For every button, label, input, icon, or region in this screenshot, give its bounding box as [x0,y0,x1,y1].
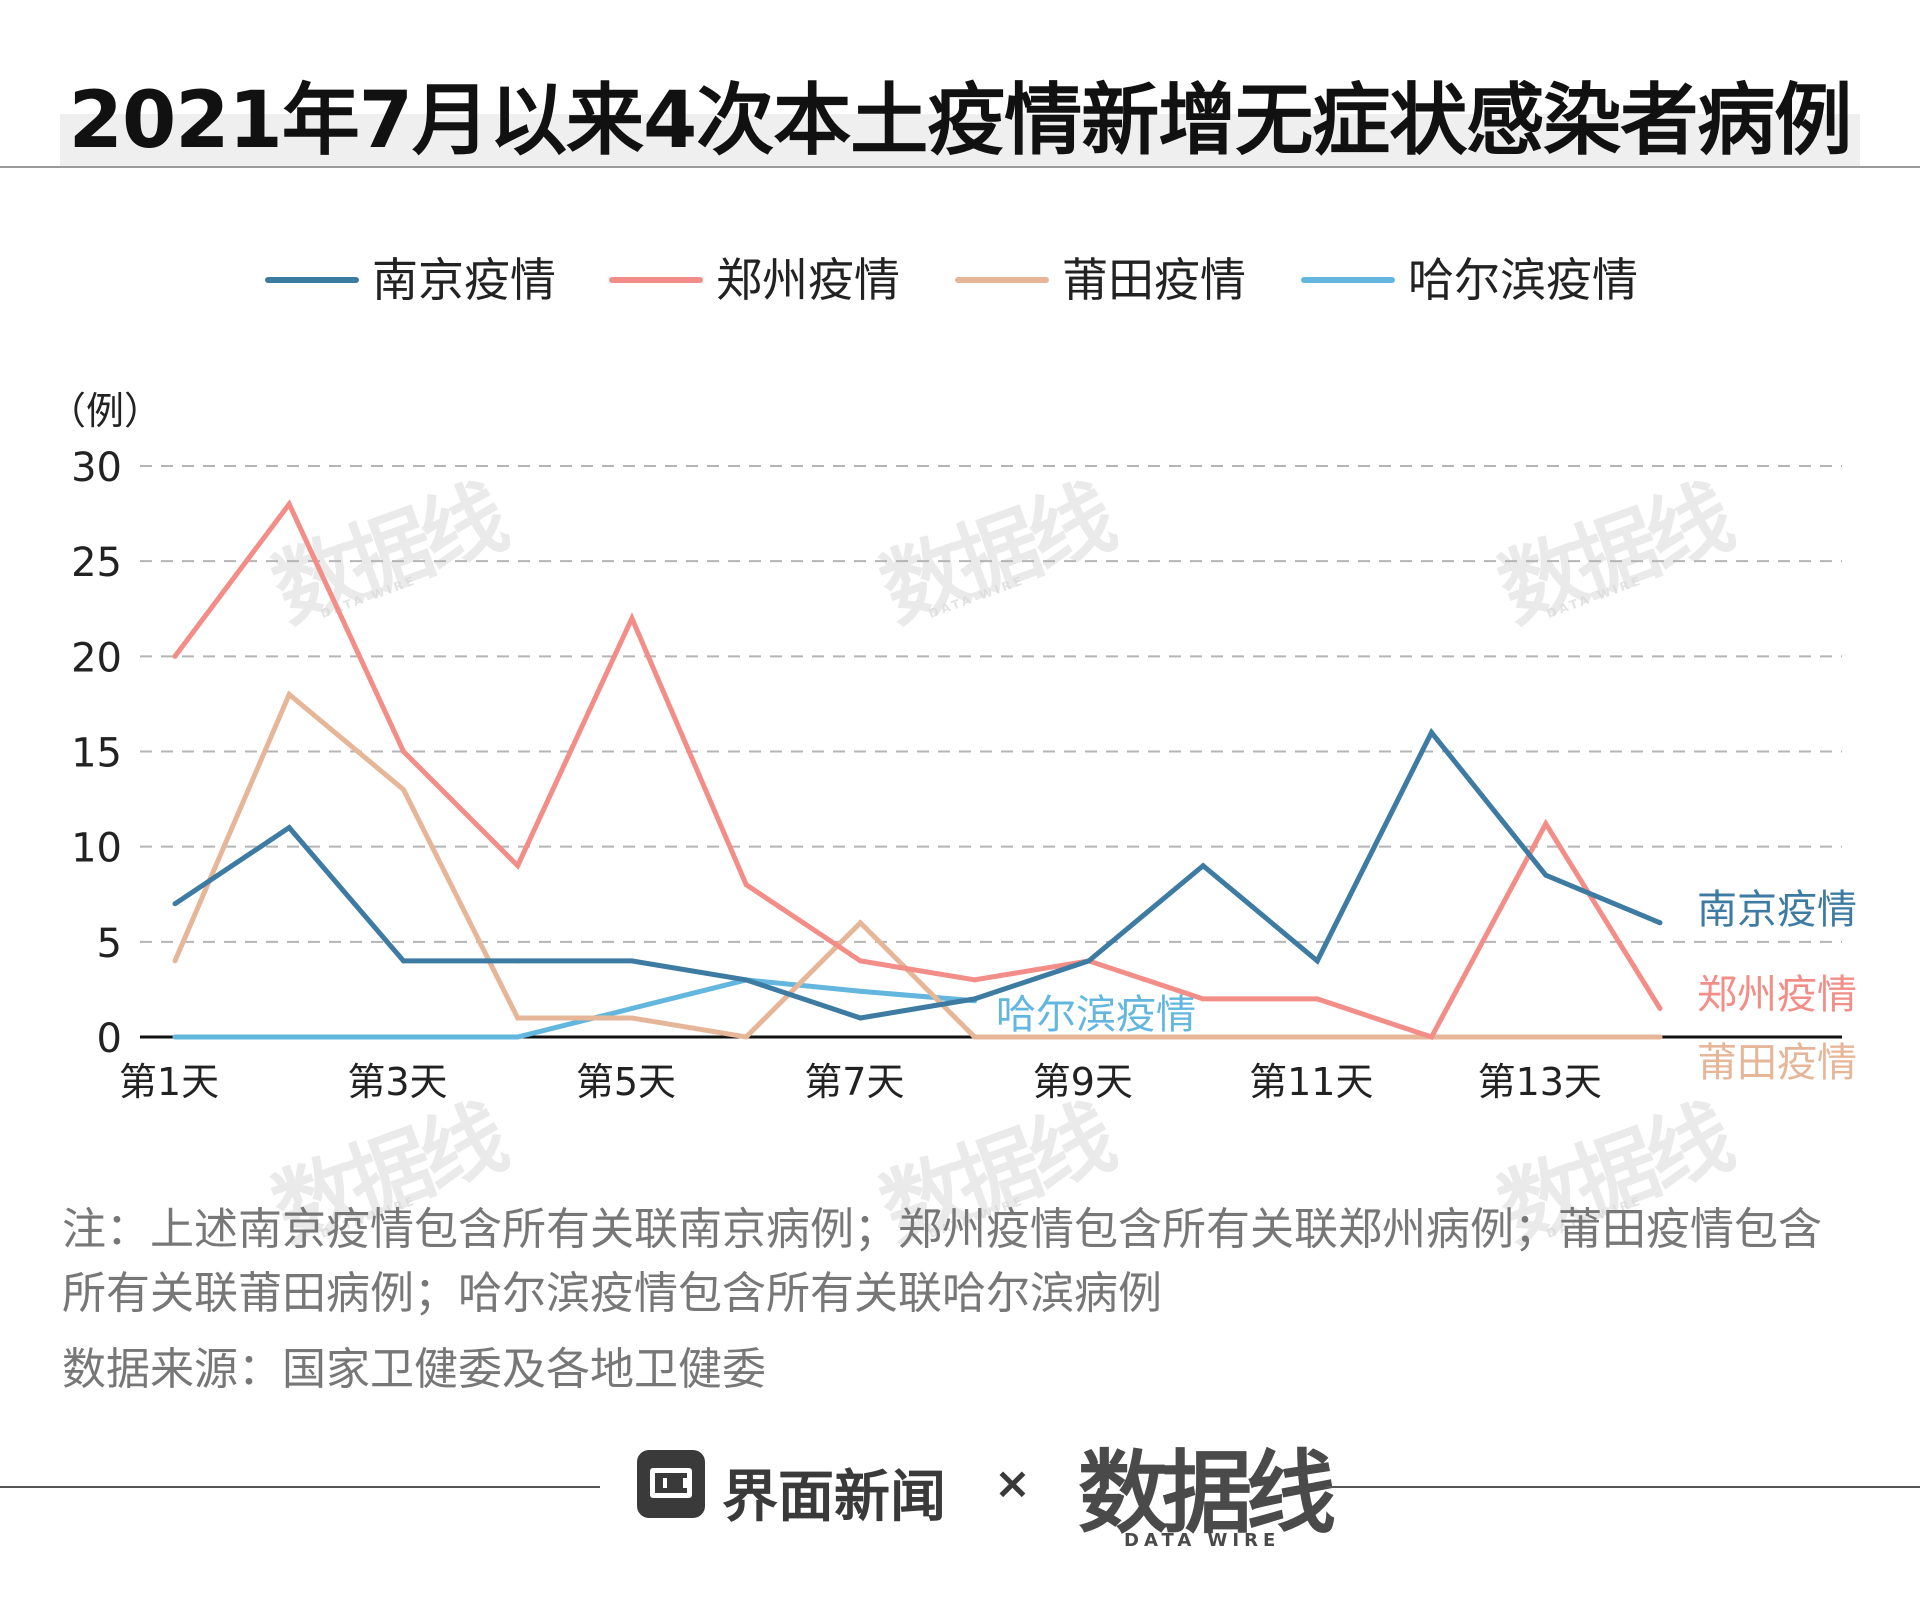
data-point [515,1034,521,1040]
title-band [60,114,1860,166]
y-tick-label: 20 [71,635,122,681]
x-tick-label: 第7天 [804,1060,904,1104]
series-line [173,499,1663,1041]
data-point [515,1015,521,1021]
data-point [1200,1034,1206,1040]
data-point [1543,821,1549,827]
data-point [857,958,863,964]
data-point [743,882,749,888]
chart-title: 2021年7月以来4次本土疫情新增无症状感染者病例 [68,76,1853,166]
data-point [1200,863,1206,869]
y-tick-label: 0 [97,1016,122,1062]
y-tick-label: 25 [71,540,122,586]
data-point [857,1015,863,1021]
x-tick-label: 第1天 [119,1060,219,1104]
chart-source: 数据来源：国家卫健委及各地卫健委 [62,1344,766,1395]
series-end-label: 南京疫情 [1697,887,1857,933]
collab-times: × [994,1458,1031,1509]
legend-label: 莆田疫情 [1062,253,1246,307]
series-end-label: 莆田疫情 [1697,1040,1857,1086]
series-line [173,727,1661,1021]
data-point [629,958,635,964]
data-point [172,1034,178,1040]
data-point [1200,996,1206,1002]
data-point [172,901,178,907]
data-point [629,615,635,621]
data-point [286,1034,292,1040]
jiemian-logo-icon [637,1450,705,1518]
legend-label: 南京疫情 [372,253,556,307]
data-point [857,920,863,926]
series-end-label: 哈尔滨疫情 [996,992,1196,1038]
data-point [743,977,749,983]
data-point [629,1005,635,1011]
series-line [175,977,975,1040]
legend-label: 哈尔滨疫情 [1408,253,1638,307]
x-tick-label: 第9天 [1033,1060,1133,1104]
data-point [286,691,292,697]
data-point [629,1015,635,1021]
y-axis-label: （例） [48,389,162,433]
footer-divider-left [0,1486,600,1488]
datawire-logo: 数据线 [1078,1441,1336,1546]
title-rule [0,166,1920,168]
x-tick-label: 第13天 [1478,1060,1602,1104]
data-point [857,988,863,994]
data-point [972,996,978,1002]
chart-note: 注：上述南京疫情包含所有关联南京病例；郑州疫情包含所有关联郑州病例；莆田疫情包含… [62,1204,1822,1319]
data-point [400,1034,406,1040]
y-tick-label: 5 [97,921,122,967]
data-point [400,958,406,964]
data-point [1086,958,1092,964]
data-point [515,863,521,869]
x-tick-label: 第3天 [347,1060,447,1104]
brand-name: 界面新闻 [722,1465,946,1530]
data-point [286,825,292,831]
legend-label: 郑州疫情 [716,253,900,307]
data-point [400,787,406,793]
data-point [172,653,178,659]
data-point [1543,872,1549,878]
x-tick-label: 第5天 [576,1060,676,1104]
data-point [743,1034,749,1040]
data-point [1429,1034,1435,1040]
data-point [400,749,406,754]
data-point [972,1034,978,1040]
datawire-sub: DATA WIRE [1124,1530,1281,1551]
data-point [1429,729,1435,735]
data-point [1657,1034,1663,1040]
data-point [1314,996,1320,1002]
data-point [972,977,978,983]
data-point [1314,1034,1320,1040]
series-line [172,690,1660,1040]
y-tick-label: 10 [71,826,122,872]
data-point [1657,1005,1663,1011]
y-tick-label: 30 [71,445,122,491]
data-point [1314,958,1320,964]
data-point [286,501,292,507]
data-point [1657,920,1663,926]
y-tick-label: 15 [71,731,122,777]
data-point [172,958,178,964]
footer-divider-right [1326,1486,1920,1488]
data-point [515,958,521,964]
x-tick-label: 第11天 [1249,1060,1373,1104]
data-point [1086,1034,1092,1040]
series-end-label: 郑州疫情 [1697,972,1857,1018]
data-point [1543,1034,1549,1040]
